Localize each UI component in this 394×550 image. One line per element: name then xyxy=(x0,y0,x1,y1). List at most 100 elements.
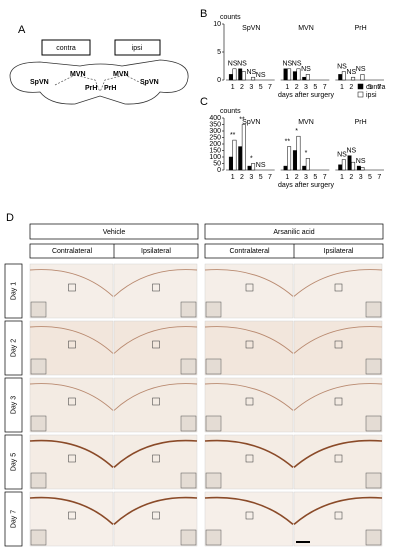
x-tick-label: 5 xyxy=(368,174,372,181)
x-tick-label: 7 xyxy=(268,84,272,91)
group-box xyxy=(29,223,199,240)
side-label: Contralateral xyxy=(229,248,270,255)
roi-box xyxy=(334,340,343,349)
tissue-edge xyxy=(113,439,198,468)
legend-swatch xyxy=(357,83,364,90)
facet-title: SpVN xyxy=(242,25,260,32)
significance: NS xyxy=(246,69,256,76)
side-label: Ipsilateral xyxy=(324,248,354,255)
day-box xyxy=(4,263,23,319)
tissue-edge xyxy=(293,439,383,469)
bar xyxy=(305,74,310,81)
inset xyxy=(30,301,47,318)
inset xyxy=(30,358,47,375)
bar xyxy=(338,164,343,171)
bar xyxy=(287,68,292,81)
tissue-edge xyxy=(293,326,383,354)
bar xyxy=(360,167,365,171)
y-tick-label: 0 xyxy=(217,77,221,84)
facet-title: SpVN xyxy=(242,119,260,126)
tissue-edge xyxy=(113,269,198,297)
significance: * xyxy=(305,150,308,157)
y-axis-label: counts xyxy=(220,108,241,115)
significance: NS xyxy=(301,66,311,73)
tissue-edge xyxy=(113,326,198,354)
y-tick-label: 150 xyxy=(209,147,221,154)
tissue-edge xyxy=(204,496,294,526)
tissue-edge xyxy=(29,496,114,525)
box-label: contra xyxy=(56,45,76,52)
inset xyxy=(205,358,222,375)
side-label: Ipsilateral xyxy=(141,248,171,255)
bar xyxy=(232,139,237,171)
x-tick-label: 3 xyxy=(304,174,308,181)
inset xyxy=(180,415,197,432)
y-tick-label: 5 xyxy=(217,49,221,56)
significance: NS xyxy=(228,61,238,68)
bar xyxy=(341,71,346,81)
bar xyxy=(347,155,352,171)
tissue-edge xyxy=(204,269,294,297)
significance: ** xyxy=(239,116,245,123)
x-tick-label: 7 xyxy=(268,174,272,181)
bar xyxy=(302,76,307,81)
roi-box xyxy=(245,454,254,463)
legend-label: contra xyxy=(366,84,386,91)
tissue-edge xyxy=(29,383,114,411)
roi-box xyxy=(68,397,76,406)
day-box xyxy=(4,320,23,376)
legend-swatch xyxy=(357,91,364,98)
tissue-edge xyxy=(293,496,383,526)
inset xyxy=(365,415,382,432)
tissue-edge xyxy=(204,439,294,469)
significance: NS xyxy=(337,63,347,70)
x-tick-label: 1 xyxy=(285,174,289,181)
panel-label: A xyxy=(18,24,26,36)
x-tick-label: 7 xyxy=(323,84,327,91)
tissue-edge xyxy=(113,383,198,411)
roi-box xyxy=(68,283,76,292)
x-axis-label: days after surgery xyxy=(278,182,335,189)
inset xyxy=(180,358,197,375)
inset xyxy=(180,301,197,318)
day-box xyxy=(4,434,23,490)
bar xyxy=(228,156,233,171)
facet-title: PrH xyxy=(355,119,367,126)
x-tick-label: 5 xyxy=(259,84,263,91)
x-tick-label: 3 xyxy=(304,84,308,91)
significance: * xyxy=(295,128,298,135)
inset xyxy=(180,529,197,546)
tissue-edge xyxy=(293,383,383,411)
bar xyxy=(238,68,243,81)
bar xyxy=(251,76,256,81)
facet-title: MVN xyxy=(298,25,314,32)
bar xyxy=(296,135,301,171)
region-label: MVN xyxy=(70,71,86,78)
significance: NS xyxy=(346,69,356,76)
facet-title: PrH xyxy=(355,25,367,32)
y-tick-label: 400 xyxy=(209,115,221,122)
x-tick-label: 3 xyxy=(249,174,253,181)
region-label: PrH xyxy=(104,85,116,92)
inset xyxy=(205,415,222,432)
roi-box xyxy=(334,454,343,463)
roi-box xyxy=(152,283,160,292)
bar xyxy=(241,71,246,81)
inset xyxy=(365,472,382,489)
day-label: Day 2 xyxy=(10,339,17,357)
significance: * xyxy=(250,155,253,162)
bar xyxy=(292,150,297,171)
facet-title: MVN xyxy=(298,119,314,126)
legend-label: ipsi xyxy=(366,92,377,99)
roi-box xyxy=(152,397,160,406)
tissue-edge xyxy=(204,326,294,354)
y-tick-label: 50 xyxy=(213,160,221,167)
inset xyxy=(30,415,47,432)
y-tick-label: 0 xyxy=(217,167,221,174)
group-label: Vehicle xyxy=(103,229,126,236)
brain-outline xyxy=(9,59,189,105)
x-tick-label: 2 xyxy=(349,84,353,91)
y-tick-label: 300 xyxy=(209,128,221,135)
x-tick-label: 1 xyxy=(285,84,289,91)
x-tick-label: 2 xyxy=(295,174,299,181)
